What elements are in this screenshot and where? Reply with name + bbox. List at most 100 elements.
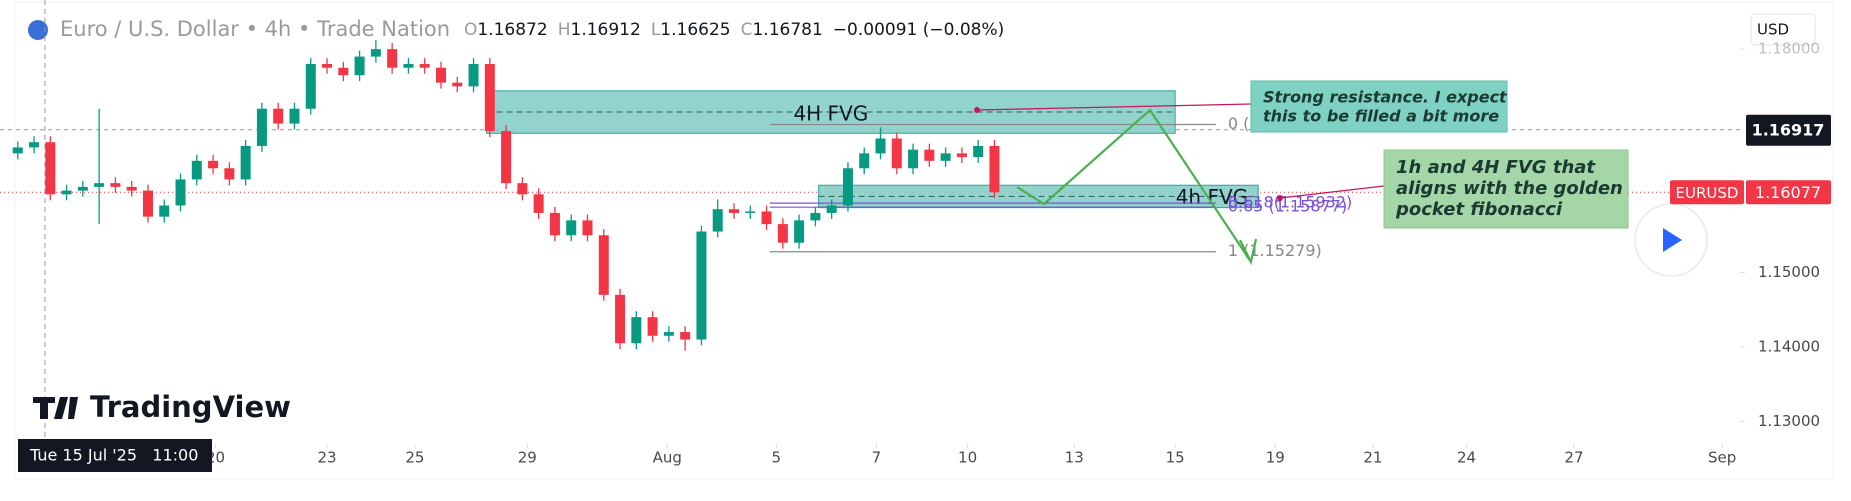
candle-body — [826, 205, 837, 213]
currency: USD — [1757, 21, 1789, 39]
candle-body — [452, 82, 463, 87]
ohlc-key: L — [651, 20, 661, 40]
brand-logo — [33, 397, 78, 419]
candle-body — [45, 142, 56, 195]
candle-body — [891, 138, 902, 169]
note-text: pocket fibonacci — [1395, 199, 1563, 220]
candle-body — [175, 179, 186, 206]
candle-body — [403, 64, 414, 68]
plot-frame — [14, 1, 1834, 480]
candle-body — [224, 168, 235, 180]
play-icon — [1663, 228, 1682, 252]
y-tick-label: 1.13000 — [1758, 412, 1820, 430]
candle-body — [663, 332, 674, 336]
candle-body — [501, 131, 512, 184]
candle-body — [273, 108, 284, 124]
x-tick-label: 19 — [1266, 449, 1285, 467]
candle-body — [159, 205, 170, 217]
candle-body — [794, 220, 805, 243]
candle-body — [712, 209, 723, 232]
note-text: aligns with the golden — [1396, 178, 1623, 199]
fib-label: 0.618(1.15932) — [1228, 193, 1352, 212]
candle-body — [370, 49, 381, 57]
candle-body — [77, 186, 88, 191]
candle-body — [338, 67, 349, 76]
x-tick-label: 15 — [1166, 449, 1185, 467]
arrow-head — [1239, 238, 1258, 266]
ohlc-value: 1.16781 — [752, 20, 822, 40]
note-connector — [1279, 185, 1385, 199]
candle-body — [110, 183, 121, 187]
candle-body — [549, 212, 560, 236]
candle-body — [940, 153, 951, 161]
symbol-tag-label: EURUSD — [1676, 184, 1739, 202]
candle-body — [908, 149, 919, 169]
note-text: 1h and 4H FVG that — [1396, 157, 1596, 178]
candle-body — [61, 190, 72, 195]
candle-body — [924, 149, 935, 161]
last-price-tag — [1746, 180, 1831, 205]
fvg-label: 4H FVG — [793, 102, 868, 126]
y-tick-label: 1.15000 — [1758, 263, 1820, 281]
x-tick-label: 25 — [405, 449, 424, 467]
candle-body — [289, 108, 300, 124]
candle-body — [647, 317, 658, 336]
crosshair-label-bg — [18, 439, 212, 472]
candle-body — [973, 145, 984, 158]
note-anchor — [974, 107, 980, 113]
x-tick-label: 27 — [1564, 449, 1583, 467]
ohlc-value: 1.16912 — [571, 20, 641, 40]
candle-body — [256, 108, 267, 146]
candle-body — [680, 332, 691, 340]
ohlc-key: C — [741, 20, 753, 40]
candle-body — [517, 183, 528, 195]
y-tick-label: 1.18000 — [1758, 40, 1820, 58]
candle-body — [566, 220, 577, 236]
candle-body — [875, 138, 886, 154]
ohlc-key: O — [464, 20, 477, 40]
symbol-tag — [1670, 180, 1744, 205]
change: −0.00091 (−0.08%) — [833, 20, 1004, 40]
candle-body — [484, 64, 495, 132]
crosshair-label: Tue 15 Jul '25 11:00 — [29, 446, 198, 465]
candle-body — [696, 231, 707, 340]
x-tick-label: 29 — [518, 449, 537, 467]
candle-body — [94, 183, 105, 187]
currency-button[interactable] — [1750, 13, 1816, 46]
price-line-tag — [1746, 114, 1831, 146]
candle-body — [354, 56, 365, 76]
x-tick-label: Sep — [1708, 449, 1736, 467]
candle-body — [240, 145, 251, 180]
x-tick-label: 7 — [872, 449, 882, 467]
candle-body — [842, 168, 853, 206]
candle-body — [615, 294, 626, 344]
x-tick-label: 23 — [317, 449, 336, 467]
candle-body — [859, 153, 870, 169]
flag-icon — [28, 20, 48, 40]
x-tick-label: 5 — [772, 449, 782, 467]
candle-body — [208, 160, 219, 169]
price-line-tag-label: 1.16917 — [1752, 120, 1825, 139]
ohlc-key: H — [558, 20, 571, 40]
x-tick-label: 10 — [958, 449, 977, 467]
note-text: Strong resistance. I expect — [1263, 88, 1508, 107]
note-anchor — [1277, 195, 1283, 201]
candle-body — [956, 153, 967, 158]
candle-body — [631, 317, 642, 344]
x-tick-label: 13 — [1065, 449, 1084, 467]
ohlc: O1.16872 H1.16912 L1.16625 C1.16781 −0.00091… — [464, 20, 1004, 40]
last-price-tag-label: 1.16077 — [1755, 183, 1821, 202]
fib-label: 0.65 (1.15877) — [1228, 197, 1347, 216]
candle-body — [777, 224, 788, 243]
candle-body — [12, 147, 23, 154]
candle-body — [582, 220, 593, 236]
note-text: this to be filled a bit more — [1263, 107, 1499, 126]
note-box — [1250, 80, 1508, 133]
candle-body — [989, 145, 1000, 193]
ohlc-value: 1.16872 — [477, 20, 547, 40]
candle-body — [533, 194, 544, 213]
note-box — [1383, 149, 1629, 229]
